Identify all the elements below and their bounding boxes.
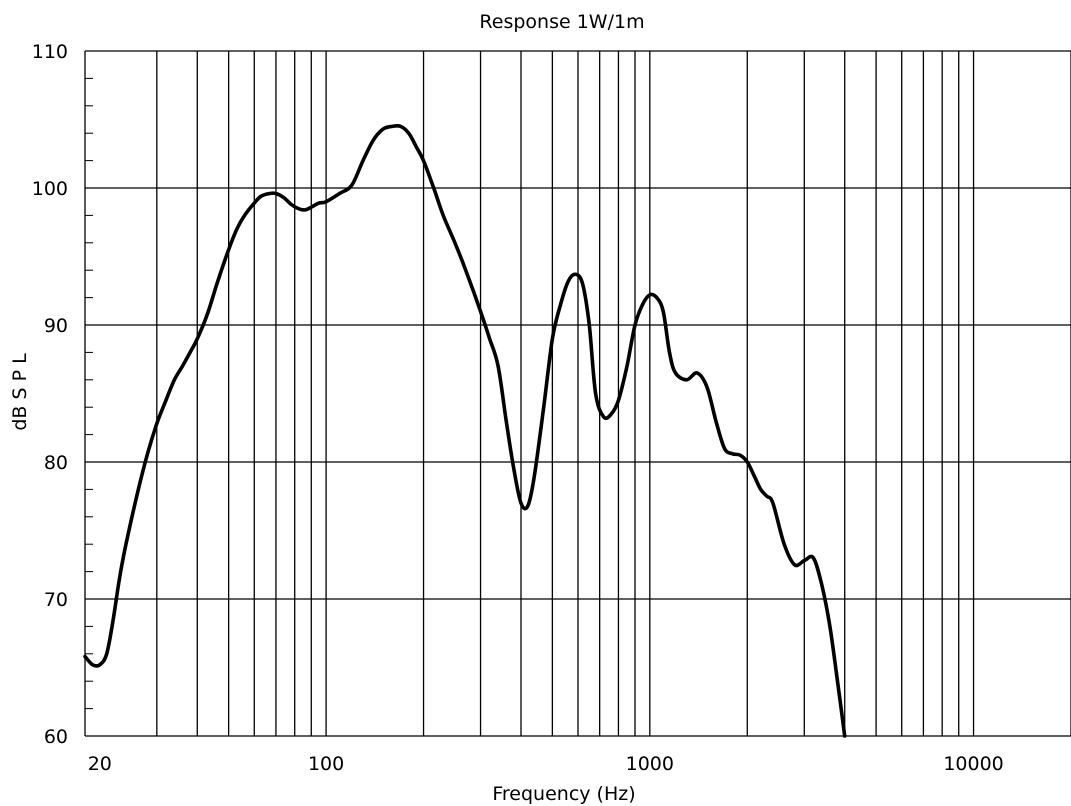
y-tick-label: 70 — [44, 589, 68, 611]
y-axis-label: dB S P L — [9, 353, 31, 431]
y-tick-label: 80 — [44, 452, 68, 474]
y-tick-label: 90 — [44, 315, 68, 337]
chart-title: Response 1W/1m — [479, 11, 644, 33]
x-tick-label: 1000 — [626, 753, 674, 775]
x-axis-label: Frequency (Hz) — [492, 783, 635, 805]
y-tick-label: 110 — [32, 41, 68, 63]
y-tick-label: 100 — [32, 178, 68, 200]
x-tick-label: 10000 — [943, 753, 1003, 775]
x-tick-label: 100 — [308, 753, 344, 775]
response-curve — [83, 123, 847, 738]
x-tick-label: 20 — [88, 753, 112, 775]
axis-ticks: 60 70 80 90 100 110 20 100 1000 10000 — [32, 41, 1004, 775]
grid — [84, 50, 1071, 737]
y-tick-label: 60 — [44, 726, 68, 748]
